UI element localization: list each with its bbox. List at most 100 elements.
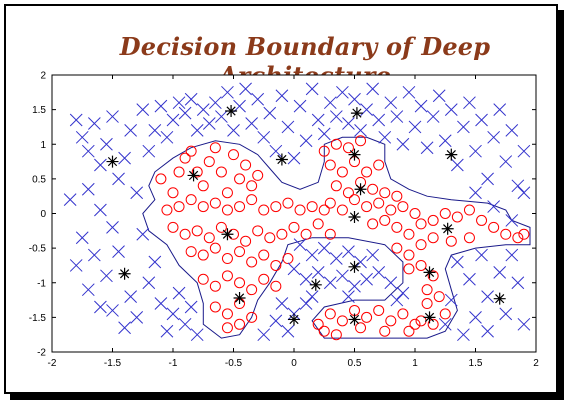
cross-point — [517, 144, 531, 158]
cross-point — [420, 141, 434, 155]
cross-point — [493, 266, 507, 279]
circle-point — [209, 142, 221, 154]
circle-point — [373, 304, 385, 316]
circle-point — [403, 249, 415, 261]
circle-point — [391, 242, 403, 254]
circle-point — [197, 201, 209, 213]
y-tick-label: -1.5 — [29, 313, 47, 324]
circle-point — [191, 166, 203, 178]
cross-point — [311, 266, 325, 279]
cross-point — [414, 99, 428, 113]
circle-point — [203, 232, 215, 244]
cross-point — [384, 96, 398, 110]
circle-point — [276, 228, 288, 240]
circle-point — [373, 197, 385, 209]
y-tick-label: 0 — [40, 209, 46, 220]
cross-point — [257, 130, 271, 144]
cross-point — [396, 137, 410, 151]
circle-point — [234, 246, 246, 258]
cross-point — [305, 290, 319, 303]
cross-point — [142, 144, 156, 158]
cross-point — [336, 85, 349, 99]
cross-point — [366, 82, 380, 96]
circle-point — [167, 187, 179, 199]
cross-point — [493, 103, 507, 116]
cross-point — [178, 106, 192, 120]
circle-point — [397, 308, 409, 320]
cross-point — [311, 113, 325, 127]
cross-point — [245, 117, 259, 130]
cross-point — [444, 103, 458, 116]
cross-point — [160, 130, 174, 144]
circle-point — [324, 159, 336, 171]
circle-point — [361, 166, 373, 178]
center-point — [233, 291, 246, 304]
center-point — [275, 153, 288, 166]
cross-point — [221, 85, 234, 99]
circle-point — [318, 145, 330, 157]
circle-point — [294, 204, 306, 216]
circle-point — [427, 318, 439, 330]
circle-point — [391, 190, 403, 202]
cross-point — [269, 314, 283, 328]
cross-point — [463, 272, 476, 286]
y-tick-label: -1 — [37, 278, 46, 289]
circle-point — [270, 201, 282, 213]
cross-point — [354, 255, 367, 269]
circle-point — [234, 173, 246, 185]
cross-point — [69, 259, 83, 272]
circle-point — [185, 145, 197, 157]
cross-point — [81, 283, 95, 297]
cross-point — [100, 269, 113, 283]
cross-point — [511, 276, 525, 290]
cross-point — [348, 279, 361, 293]
cross-point — [299, 297, 313, 310]
cross-point — [136, 103, 150, 116]
cross-point — [426, 110, 440, 123]
circle-point — [415, 259, 427, 271]
y-tick-label: 0.5 — [32, 174, 46, 185]
circle-point — [318, 204, 330, 216]
circle-point — [463, 232, 475, 244]
x-tick-label: 2 — [533, 358, 539, 369]
cross-point — [112, 172, 125, 186]
circle-point — [427, 214, 439, 226]
center-point — [309, 278, 322, 291]
center-point — [348, 260, 361, 273]
cross-point — [208, 96, 222, 110]
circle-point — [197, 249, 209, 261]
cross-point — [94, 300, 107, 314]
cross-point — [469, 186, 482, 200]
cross-point — [215, 110, 228, 123]
cross-point — [305, 248, 319, 262]
cross-point — [148, 124, 162, 137]
circle-point — [246, 256, 258, 268]
center-point — [118, 267, 131, 280]
cross-point — [166, 113, 180, 127]
cross-point — [372, 266, 386, 279]
cross-point — [450, 158, 464, 172]
circle-point — [427, 232, 439, 244]
center-point — [423, 311, 436, 324]
circle-point — [324, 308, 336, 320]
center-point — [441, 222, 454, 235]
cross-point — [63, 193, 77, 207]
cross-point — [396, 286, 410, 300]
cross-point — [329, 252, 343, 265]
circle-point — [173, 166, 185, 178]
cross-point — [81, 144, 95, 158]
circle-point — [451, 211, 463, 223]
circle-point — [270, 280, 282, 292]
circle-point — [445, 235, 457, 247]
circle-point — [488, 221, 500, 233]
circle-point — [324, 197, 336, 209]
cross-point — [475, 113, 488, 127]
circle-point — [240, 235, 252, 247]
cross-point — [281, 120, 295, 134]
cross-point — [505, 214, 519, 227]
center-point — [423, 266, 436, 279]
circle-point — [476, 214, 488, 226]
circle-point — [403, 325, 415, 337]
cross-point — [106, 220, 119, 234]
